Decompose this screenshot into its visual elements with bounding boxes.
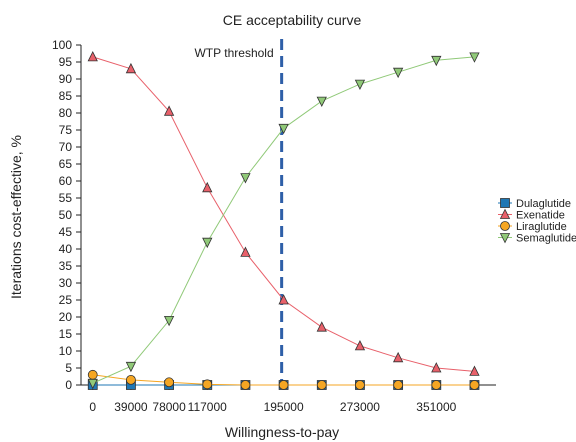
exenatide-point	[392, 351, 404, 363]
liraglutide-point	[431, 380, 442, 390]
chart-title: CE acceptability curve	[223, 12, 362, 28]
legend-marker-dulaglutide	[500, 198, 510, 208]
x-tick-label: 39000	[114, 400, 148, 414]
wtp-threshold-label: WTP threshold	[194, 46, 273, 60]
legend-label-semaglutide: Semaglutide	[516, 233, 576, 245]
y-tick-label: 45	[59, 225, 73, 239]
y-tick-label: 90	[59, 72, 73, 86]
liraglutide-point	[126, 374, 136, 385]
semaglutide-point	[469, 52, 480, 63]
series-semaglutide	[87, 52, 480, 390]
exenatide-point	[316, 321, 327, 332]
y-tick-label: 35	[59, 259, 73, 273]
y-tick-label: 80	[59, 106, 73, 120]
x-tick-label: 351000	[416, 400, 456, 414]
x-axis-title: Willingness-to-pay	[225, 424, 339, 440]
y-tick-label: 25	[59, 293, 73, 307]
exenatide-point	[125, 62, 137, 74]
y-tick-label: 100	[52, 38, 72, 52]
y-tick-label: 85	[59, 89, 73, 103]
semaglutide-line	[92, 56, 475, 384]
semaglutide-point	[87, 378, 98, 390]
exenatide-point	[202, 181, 213, 193]
semaglutide-point	[125, 361, 137, 373]
x-tick-label: 195000	[264, 400, 304, 414]
liraglutide-point	[316, 380, 327, 390]
semaglutide-point	[316, 96, 327, 107]
liraglutide-point	[164, 377, 174, 388]
y-tick-label: 15	[59, 327, 73, 341]
series-liraglutide	[87, 369, 480, 390]
liraglutide-point	[202, 379, 213, 390]
y-tick-label: 60	[59, 174, 73, 188]
semaglutide-point	[392, 67, 404, 79]
axes: 0 5 10 15 20 25 30 35 40 45 50 55 60 65 70 75 80 85 90 95 10…	[52, 38, 496, 414]
exenatide-point	[87, 51, 98, 62]
exenatide-point	[240, 246, 251, 257]
y-tick-label: 95	[59, 55, 73, 69]
y-tick-label: 75	[59, 123, 73, 137]
legend-marker-exenatide	[499, 208, 511, 219]
exenatide-point	[469, 365, 480, 376]
liraglutide-point	[240, 380, 251, 390]
series-lines	[87, 51, 480, 390]
liraglutide-point	[469, 380, 480, 390]
legend-label-liraglutide: Liraglutide	[516, 221, 567, 233]
legend-marker-semaglutide	[499, 233, 511, 244]
exenatide-point	[278, 294, 289, 305]
y-tick-label: 0	[65, 378, 72, 392]
semaglutide-point	[278, 123, 289, 135]
y-tick-label: 65	[59, 157, 73, 171]
annotations: WTP threshold	[194, 39, 284, 385]
x-tick-label: 0	[89, 400, 96, 414]
y-tick-label: 20	[59, 310, 73, 324]
x-tick-label: 273000	[340, 400, 380, 414]
legend-label-dulaglutide: Dulaglutide	[516, 198, 571, 210]
y-tick-label: 70	[59, 140, 73, 154]
y-tick-label: 40	[59, 242, 73, 256]
exenatide-point	[431, 362, 442, 373]
x-tick-label: 78000	[152, 400, 186, 414]
y-tick-label: 55	[59, 191, 73, 205]
semaglutide-point	[163, 315, 175, 327]
y-tick-label: 10	[59, 344, 73, 358]
liraglutide-point	[87, 369, 98, 380]
exenatide-point	[354, 340, 366, 351]
liraglutide-point	[278, 380, 289, 390]
legend-marker-liraglutide	[500, 221, 510, 231]
legend-label-exenatide: Exenatide	[516, 210, 565, 222]
y-tick-label: 5	[65, 361, 72, 375]
liraglutide-point	[355, 380, 365, 390]
semaglutide-point	[202, 237, 213, 249]
y-tick-label: 30	[59, 276, 73, 290]
semaglutide-point	[354, 79, 366, 90]
semaglutide-point	[431, 55, 442, 67]
liraglutide-point	[393, 380, 404, 390]
x-tick-label: 117000	[188, 400, 227, 414]
semaglutide-point	[240, 173, 251, 184]
exenatide-line	[92, 56, 475, 372]
legend: DulaglutideExenatideLiraglutideSemagluti…	[498, 198, 576, 245]
series-exenatide	[87, 51, 480, 376]
y-axis-title: Iterations cost-effective, %	[8, 135, 24, 299]
y-tick-label: 50	[59, 208, 73, 222]
exenatide-point	[163, 105, 175, 116]
